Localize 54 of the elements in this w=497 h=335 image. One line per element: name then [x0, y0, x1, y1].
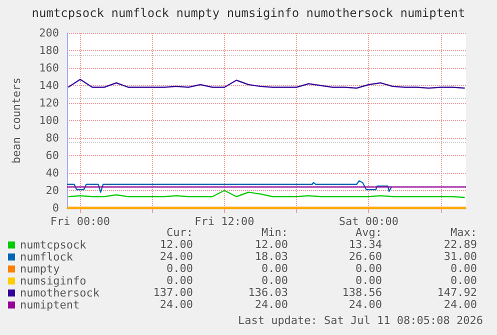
legend-label: numiptent: [20, 298, 80, 312]
legend-label: numpty: [20, 262, 60, 276]
x-tick-label: Fri 12:00: [194, 215, 254, 228]
y-tick-label: 80: [46, 132, 59, 144]
y-tick-label: 200: [39, 26, 59, 40]
x-tick-label: Sat 00:00: [338, 215, 398, 228]
y-tick-label: 0: [52, 202, 59, 214]
text: Cur:: [166, 226, 193, 239]
text: 24.00: [444, 298, 477, 311]
text: 12.00: [254, 238, 288, 251]
text: 138.56: [342, 286, 382, 299]
text: 136.03: [248, 286, 288, 299]
y-axis-title: bean counters: [10, 77, 23, 164]
y-tick-label: 120: [39, 96, 59, 110]
text: 13.34: [348, 238, 382, 251]
line-series: [68, 78, 466, 89]
y-tick-label: 100: [39, 114, 59, 127]
text: 24.00: [160, 250, 193, 263]
text: Max:: [450, 226, 477, 239]
legend-label: numsiginfo: [20, 274, 86, 288]
text: 31.00: [444, 250, 477, 263]
y-tick-label: 180: [39, 44, 59, 57]
text: 0.00: [166, 274, 193, 287]
text: 22.89: [444, 238, 477, 251]
text: 0.00: [450, 262, 477, 275]
x-tick-label: Fri 00:00: [50, 215, 110, 228]
y-tick-label: 160: [39, 62, 59, 74]
text: 18.03: [254, 250, 288, 263]
y-tick-label: 60: [46, 149, 59, 162]
text: 0.00: [166, 262, 193, 275]
text: 0.00: [262, 274, 288, 287]
text: 0.00: [450, 274, 477, 287]
text: 12.00: [160, 238, 193, 251]
y-tick-label: 140: [39, 79, 59, 92]
text: 0.00: [356, 262, 382, 275]
text: Min:: [262, 226, 288, 239]
text: 26.60: [348, 250, 382, 263]
text: 0.00: [262, 262, 288, 275]
legend-label: numtcpsock: [20, 238, 87, 252]
y-tick-label: 20: [46, 184, 59, 197]
text: Last update: Sat Jul 11 08:05:08 2026: [238, 314, 483, 327]
y-tick-label: 40: [46, 166, 59, 180]
text: 0.00: [356, 274, 382, 287]
text: 24.00: [254, 298, 288, 311]
line-series: [66, 180, 392, 193]
legend-label: numothersock: [20, 286, 100, 300]
text: Avg:: [356, 226, 382, 239]
chart-title: numtcpsock numflock numpty numsiginfo numothersock numiptent: [32, 6, 466, 20]
legend-label: numflock: [20, 250, 74, 264]
text: 24.00: [160, 298, 193, 311]
line-series: [68, 190, 466, 198]
text: 24.00: [348, 298, 382, 311]
text: 137.00: [153, 286, 193, 299]
text: 147.92: [437, 286, 477, 299]
